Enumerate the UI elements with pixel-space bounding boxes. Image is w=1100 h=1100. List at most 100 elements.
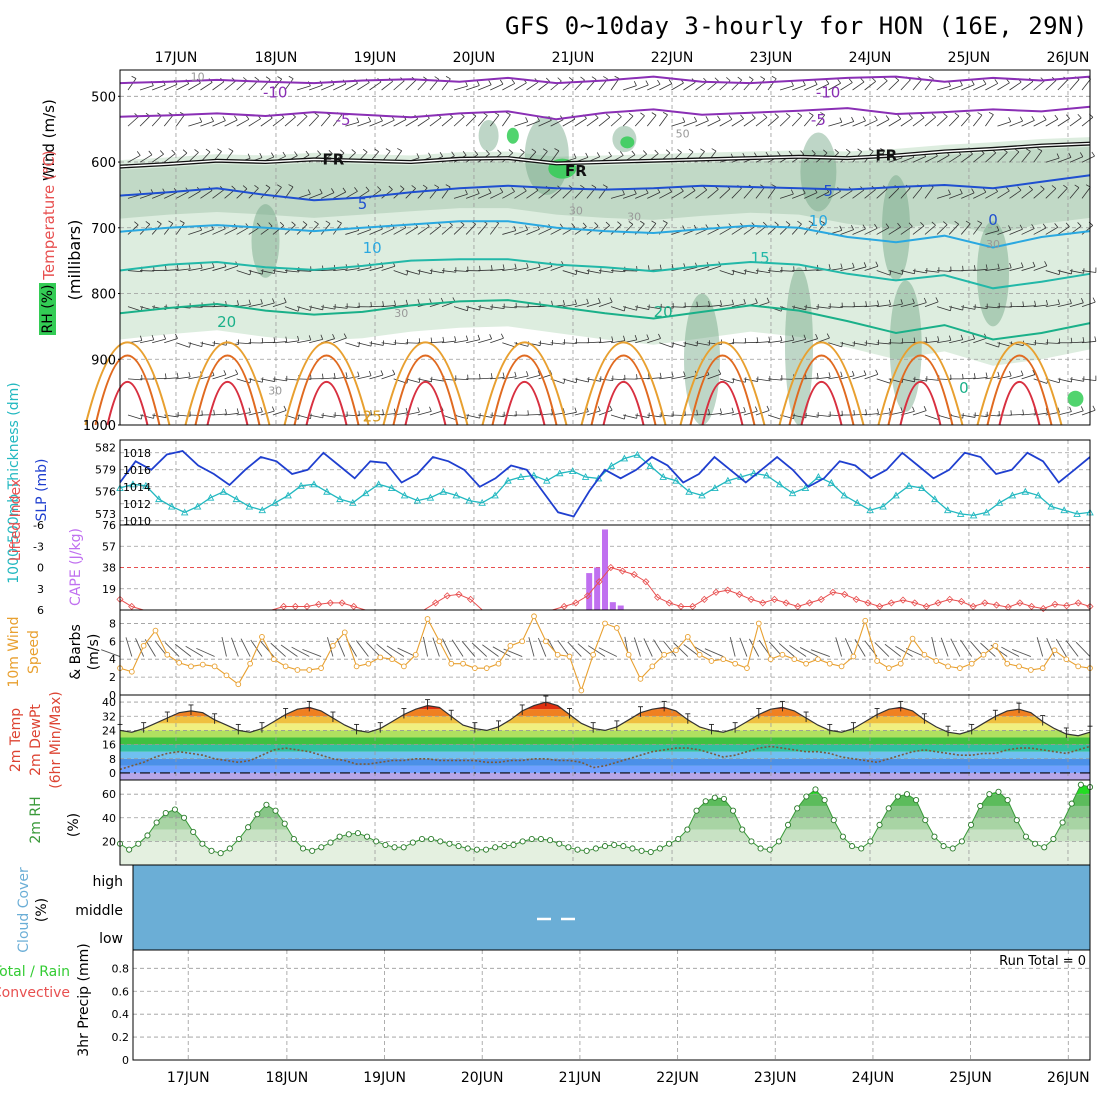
profile-wind-barb — [997, 375, 1012, 380]
profile-wind-barb — [997, 371, 1000, 377]
wind-barb — [376, 643, 393, 657]
surface-isotherm-arc — [382, 341, 469, 426]
profile-wind-barb — [164, 373, 167, 379]
profile-wind-barb — [417, 187, 428, 199]
profile-wind-barb — [211, 262, 215, 268]
isotherm-label: 5 — [358, 195, 368, 213]
profile-wind-barb — [719, 408, 722, 414]
profile-wind-barb — [497, 149, 502, 154]
rh-band — [120, 805, 1090, 818]
profile-wind-barb — [816, 191, 829, 199]
rh-point — [666, 840, 673, 847]
profile-wind-barb — [780, 270, 795, 272]
wind-y-tick: 0 — [109, 689, 116, 702]
profile-wind-barb — [960, 334, 964, 340]
profile-wind-barb — [767, 78, 777, 91]
rh-point — [592, 845, 599, 852]
profile-wind-barb — [1068, 152, 1072, 158]
profile-wind-barb — [199, 117, 203, 123]
profile-wind-barb — [912, 225, 925, 235]
profile-wind-barb — [580, 184, 585, 189]
profile-wind-barb — [804, 414, 819, 418]
surface-isotherm-arc — [305, 380, 348, 426]
profile-wind-barb — [345, 306, 360, 309]
profile-wind-barb — [609, 297, 613, 303]
rh-point — [757, 845, 764, 852]
wind-barb — [1012, 648, 1032, 657]
profile-wind-barb — [924, 340, 939, 344]
profile-wind-barb — [357, 371, 360, 377]
profile-wind-barb — [659, 191, 672, 199]
profile-wind-barb — [840, 190, 853, 199]
profile-wind-barb — [755, 298, 758, 304]
lifted-point — [618, 567, 627, 575]
profile-wind-barb — [175, 114, 185, 127]
profile-wind-barb — [774, 113, 779, 118]
profile-wind-barb — [707, 265, 722, 271]
profile-wind-barb — [876, 412, 891, 416]
profile-wind-barb — [514, 267, 529, 271]
profile-wind-barb — [477, 334, 481, 340]
profile-wind-barb — [397, 148, 402, 152]
profile-wind-barb — [212, 81, 225, 91]
profile-wind-barb — [679, 186, 684, 192]
wind-barb — [739, 637, 748, 657]
profile-wind-barb — [242, 185, 248, 190]
lifted-point — [992, 601, 1001, 609]
profile-wind-barb — [997, 121, 1011, 127]
profile-wind-barb — [925, 336, 928, 342]
profile-wind-barb — [908, 222, 913, 227]
rh-point — [162, 810, 169, 817]
profile-wind-barb — [860, 78, 865, 83]
profile-wind-barb — [848, 78, 853, 83]
profile-wind-barb — [634, 335, 638, 340]
profile-wind-barb — [478, 306, 493, 310]
day-label-bottom: 21JUN — [559, 1070, 602, 1086]
profile-wind-barb — [502, 414, 517, 417]
profile-wind-barb — [864, 227, 878, 235]
rh-point — [684, 826, 691, 833]
profile-wind-barb — [1032, 369, 1036, 375]
surface-isotherm-arc — [778, 341, 865, 426]
profile-wind-barb — [357, 82, 370, 91]
profile-wind-barb — [819, 220, 825, 224]
profile-wind-barb — [731, 79, 742, 91]
profile-wind-barb — [283, 405, 287, 411]
profile-wind-barb — [485, 150, 490, 155]
rh-point — [620, 843, 627, 850]
wind-barb — [874, 642, 890, 657]
profile-wind-barb — [309, 84, 323, 91]
profile-wind-barb — [356, 117, 360, 123]
profile-wind-barb — [935, 297, 939, 303]
profile-wind-barb — [923, 405, 927, 411]
rh-point — [263, 801, 270, 808]
profile-wind-barb — [453, 116, 465, 127]
wind-barb — [101, 649, 121, 657]
dewpoint-line — [119, 745, 1091, 771]
profile-wind-barb — [845, 148, 851, 153]
profile-wind-barb — [1044, 261, 1048, 266]
profile-wind-barb — [864, 342, 879, 346]
profile-wind-barb — [200, 190, 213, 199]
profile-wind-barb — [152, 192, 166, 199]
profile-wind-barb — [719, 227, 733, 235]
thickness-point — [465, 496, 473, 504]
isotherm-label: 15 — [751, 249, 770, 267]
profile-wind-barb — [1063, 184, 1068, 189]
wind-barb — [1055, 638, 1067, 657]
profile-wind-barb — [465, 85, 480, 91]
lifted-point — [607, 563, 615, 572]
profile-wind-barb — [815, 333, 819, 339]
profile-wind-barb — [1045, 300, 1048, 306]
wind-speed-point — [838, 663, 845, 670]
profile-wind-barb — [954, 112, 960, 117]
temp-stripe — [120, 730, 1090, 738]
profile-wind-barb — [476, 188, 480, 194]
profile-wind-barb — [791, 223, 802, 235]
rh-point — [135, 840, 142, 847]
wind-speed-point — [270, 656, 277, 663]
profile-wind-barb — [659, 376, 674, 380]
profile-y-tick: 900 — [91, 353, 116, 368]
profile-wind-barb — [1051, 185, 1057, 189]
thickness-point — [1073, 509, 1081, 517]
